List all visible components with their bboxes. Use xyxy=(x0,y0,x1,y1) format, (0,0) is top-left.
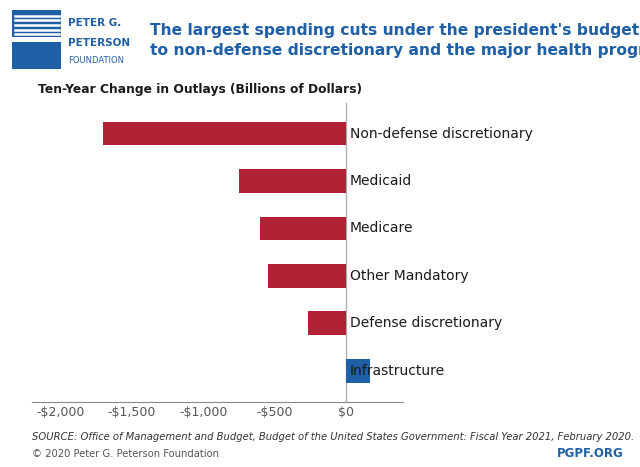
Bar xyxy=(268,264,346,288)
Text: Non-defense discretionary: Non-defense discretionary xyxy=(349,127,532,141)
Text: The largest spending cuts under the president's budget are
to non-defense discre: The largest spending cuts under the pres… xyxy=(150,22,640,58)
Text: PETERSON: PETERSON xyxy=(68,38,131,48)
Text: Other Mandatory: Other Mandatory xyxy=(349,269,468,283)
Bar xyxy=(346,359,371,382)
Bar xyxy=(12,10,61,37)
Text: Infrastructure: Infrastructure xyxy=(349,364,445,378)
Bar xyxy=(104,122,346,145)
Bar xyxy=(239,169,346,193)
Text: Medicaid: Medicaid xyxy=(349,174,412,188)
Text: FOUNDATION: FOUNDATION xyxy=(68,56,124,65)
Text: Ten-Year Change in Outlays (Billions of Dollars): Ten-Year Change in Outlays (Billions of … xyxy=(38,84,362,96)
Text: PGPF.ORG: PGPF.ORG xyxy=(557,447,623,460)
Bar xyxy=(12,42,61,69)
Text: SOURCE: Office of Management and Budget, Budget of the United States Government:: SOURCE: Office of Management and Budget,… xyxy=(32,432,634,442)
Bar xyxy=(260,217,346,241)
Text: Defense discretionary: Defense discretionary xyxy=(349,316,502,330)
Text: Medicare: Medicare xyxy=(349,221,413,235)
Bar xyxy=(308,311,346,335)
Text: © 2020 Peter G. Peterson Foundation: © 2020 Peter G. Peterson Foundation xyxy=(32,449,219,459)
Text: PETER G.: PETER G. xyxy=(68,18,122,28)
